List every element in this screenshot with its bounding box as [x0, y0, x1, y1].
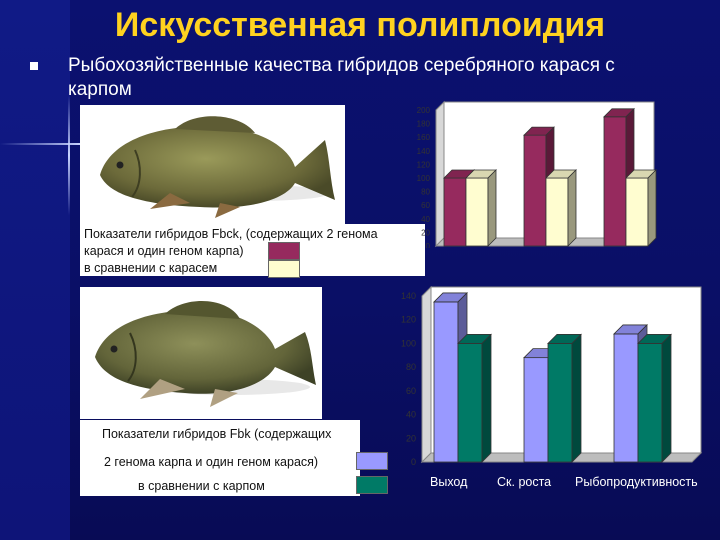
chart-1-bar-2-series-2	[545, 169, 577, 247]
chart-1-y-tick-label: 60	[421, 201, 430, 210]
legend-1-swatch-series-1	[268, 242, 300, 260]
crucian-hybrid-photo	[80, 105, 345, 225]
chart-2-y-tick-label: 100	[401, 338, 416, 348]
chart-1-y-tick-label: 180	[417, 120, 431, 129]
legend-1-line-3: в сравнении с карасем	[84, 261, 218, 275]
chart-2-y-tick-label: 60	[406, 386, 416, 396]
legend-2-swatch-series-2	[356, 476, 388, 494]
chart-1-bar-1-series-2	[465, 169, 497, 247]
chart-2-y-tick-label: 0	[411, 457, 416, 467]
chart-1-y-tick-label: 200	[417, 106, 431, 115]
chart-1-y-tick-label: 80	[421, 188, 430, 197]
chart-2-container: 0 20 40 60 80 100 120 140	[362, 285, 714, 486]
chart-1-side-wall	[435, 100, 445, 248]
legend-1-line-1: Показатели гибридов Fbck, (содержащих 2 …	[84, 227, 378, 241]
chart-2-bar-1-series-2	[457, 333, 492, 463]
legend-2-swatch-series-1	[356, 452, 388, 470]
slide-title: Искусственная полиплоидия	[114, 6, 606, 44]
legend-2-line-3: в сравнении с карпом	[138, 479, 265, 493]
legend-2-line-1: Показатели гибридов Fbk (содержащих	[102, 427, 332, 441]
chart-2-y-tick-label: 120	[401, 315, 416, 325]
chart-1-bar-3-series-2	[625, 169, 657, 247]
chart-2-x-label-1: Выход	[430, 475, 468, 489]
chart-1-y-tick-label: 0	[426, 242, 431, 248]
legend-2-line-2: 2 генома карпа и один геном карася)	[104, 455, 319, 469]
chart-1-y-tick-label: 20	[421, 228, 430, 237]
chart-2-x-label-2: Ск. роста	[497, 475, 552, 489]
fish-image-2	[95, 301, 316, 407]
chart-2-svg: 0 20 40 60 80 100 120 140	[401, 285, 703, 467]
chart-1-y-tick-label: 140	[417, 147, 431, 156]
decorative-vertical-line	[68, 95, 70, 215]
chart-2-y-tick-label: 140	[401, 291, 416, 301]
chart-1-container: 0 20 40 60 80 100 120 140 160 180 200	[398, 96, 660, 251]
carp-hybrid-photo	[80, 287, 322, 419]
chart-2-side-wall	[421, 285, 432, 464]
chart-2-y-tick-label: 40	[406, 410, 416, 420]
chart-1-y-tick-label: 40	[421, 215, 430, 224]
chart-1-y-tick-label: 100	[417, 174, 431, 183]
chart-2-bar-2-series-2	[547, 333, 582, 463]
fish-image-1	[100, 116, 335, 218]
chart-2-y-tick-label: 80	[406, 362, 416, 372]
chart-1-y-tick-label: 120	[417, 160, 431, 169]
legend-1-line-2: карася и один геном карпа)	[84, 244, 244, 258]
bullet-square-icon	[30, 62, 38, 70]
chart-1-y-tick-label: 160	[417, 133, 431, 142]
legend-2-caption: Показатели гибридов Fbk (содержащих 2 ге…	[80, 420, 360, 496]
chart-1-svg: 0 20 40 60 80 100 120 140 160 180 200	[417, 100, 657, 251]
chart-2-x-label-3: Рыбопродуктивность	[575, 475, 698, 489]
legend-1-swatch-series-2	[268, 260, 300, 278]
chart-2-y-tick-label: 20	[406, 433, 416, 443]
legend-1-caption: Показатели гибридов Fbck, (содержащих 2 …	[80, 224, 425, 276]
slide-subtitle: Рыбохозяйственные качества гибридов сере…	[68, 55, 615, 100]
left-accent-band	[0, 0, 70, 540]
chart-2-bar-3-series-2	[637, 333, 672, 463]
